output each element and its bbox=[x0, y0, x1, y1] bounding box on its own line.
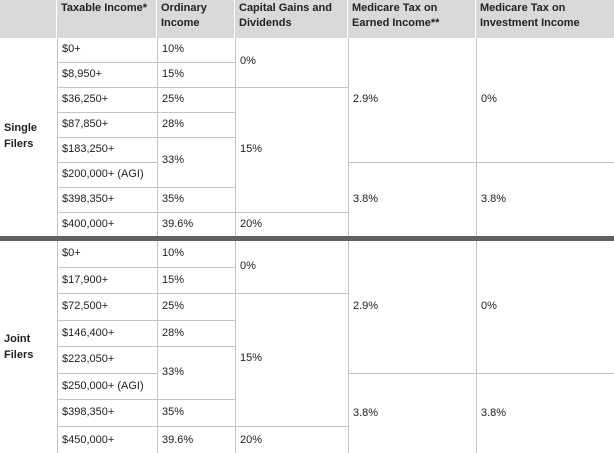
medicare-earned-text: 3.8% bbox=[353, 193, 379, 205]
capital-gains-text: 15% bbox=[240, 143, 263, 155]
bracket-cell: $36,250+ bbox=[57, 88, 157, 113]
ordinary-rate-cell: 25% bbox=[157, 294, 235, 321]
capital-gains-cell: 20% bbox=[235, 427, 348, 453]
group-label-joint: Joint Filers bbox=[4, 333, 34, 361]
header-taxable-income: Taxable Income* bbox=[57, 0, 157, 38]
header-medicare-investment: Medicare Tax on Investment Income bbox=[476, 0, 614, 38]
ordinary-rate-text: 33% bbox=[162, 154, 185, 166]
capital-gains-cell: 20% bbox=[235, 213, 348, 238]
group-label-single: Single Filers bbox=[4, 122, 38, 150]
bracket-cell: $450,000+ bbox=[57, 427, 157, 453]
ordinary-rate-cell: 10% bbox=[157, 241, 235, 268]
header-blank bbox=[0, 0, 57, 38]
group-divider bbox=[0, 236, 614, 241]
medicare-earned-text: 2.9% bbox=[353, 300, 379, 312]
medicare-earned-cell: 3.8% bbox=[348, 163, 476, 238]
bracket-cell: $250,000+ (AGI) bbox=[57, 374, 157, 400]
bracket-cell: $200,000+ (AGI) bbox=[57, 163, 157, 188]
ordinary-rate-cell: 33% bbox=[157, 138, 235, 188]
bracket-cell: $0+ bbox=[57, 241, 157, 268]
header-medicare-earned: Medicare Tax on Earned Income** bbox=[348, 0, 476, 38]
header-capital-gains: Capital Gains and Dividends bbox=[235, 0, 348, 38]
capital-gains-cell: 0% bbox=[235, 38, 348, 88]
capital-gains-cell: 15% bbox=[235, 88, 348, 213]
medicare-earned-cell: 2.9% bbox=[348, 241, 476, 374]
medicare-investment-text: 3.8% bbox=[481, 193, 507, 205]
capital-gains-text: 0% bbox=[240, 260, 256, 272]
medicare-investment-text: 3.8% bbox=[481, 407, 507, 419]
ordinary-rate-cell: 28% bbox=[157, 321, 235, 347]
medicare-investment-text: 0% bbox=[481, 300, 497, 312]
medicare-investment-cell: 0% bbox=[476, 38, 614, 163]
medicare-investment-text: 0% bbox=[481, 93, 497, 105]
capital-gains-text: 15% bbox=[240, 352, 263, 364]
ordinary-rate-cell: 15% bbox=[157, 63, 235, 88]
bracket-cell: $400,000+ bbox=[57, 213, 157, 238]
bracket-cell: $72,500+ bbox=[57, 294, 157, 321]
bracket-cell: $87,850+ bbox=[57, 113, 157, 138]
capital-gains-cell: 0% bbox=[235, 241, 348, 294]
bracket-cell: $398,350+ bbox=[57, 400, 157, 427]
bracket-cell: $0+ bbox=[57, 38, 157, 63]
ordinary-rate-cell: 10% bbox=[157, 38, 235, 63]
medicare-earned-text: 3.8% bbox=[353, 407, 379, 419]
medicare-earned-text: 2.9% bbox=[353, 93, 379, 105]
ordinary-rate-cell: 33% bbox=[157, 347, 235, 400]
bracket-cell: $398,350+ bbox=[57, 188, 157, 213]
medicare-earned-cell: 3.8% bbox=[348, 374, 476, 453]
medicare-investment-cell: 3.8% bbox=[476, 374, 614, 453]
medicare-earned-cell: 2.9% bbox=[348, 38, 476, 163]
ordinary-rate-text: 33% bbox=[162, 366, 185, 378]
ordinary-rate-cell: 39.6% bbox=[157, 213, 235, 238]
bracket-cell: $183,250+ bbox=[57, 138, 157, 163]
ordinary-rate-cell: 25% bbox=[157, 88, 235, 113]
ordinary-rate-cell: 15% bbox=[157, 268, 235, 294]
ordinary-rate-cell: 39.6% bbox=[157, 427, 235, 453]
ordinary-rate-cell: 35% bbox=[157, 400, 235, 427]
ordinary-rate-cell: 28% bbox=[157, 113, 235, 138]
medicare-investment-cell: 0% bbox=[476, 241, 614, 374]
bracket-cell: $8,950+ bbox=[57, 63, 157, 88]
header-ordinary-income: Ordinary Income bbox=[157, 0, 235, 38]
capital-gains-cell: 15% bbox=[235, 294, 348, 427]
ordinary-rate-cell: 35% bbox=[157, 188, 235, 213]
capital-gains-text: 0% bbox=[240, 55, 256, 67]
bracket-cell: $17,900+ bbox=[57, 268, 157, 294]
bracket-cell: $223,050+ bbox=[57, 347, 157, 374]
bracket-cell: $146,400+ bbox=[57, 321, 157, 347]
medicare-investment-cell: 3.8% bbox=[476, 163, 614, 238]
